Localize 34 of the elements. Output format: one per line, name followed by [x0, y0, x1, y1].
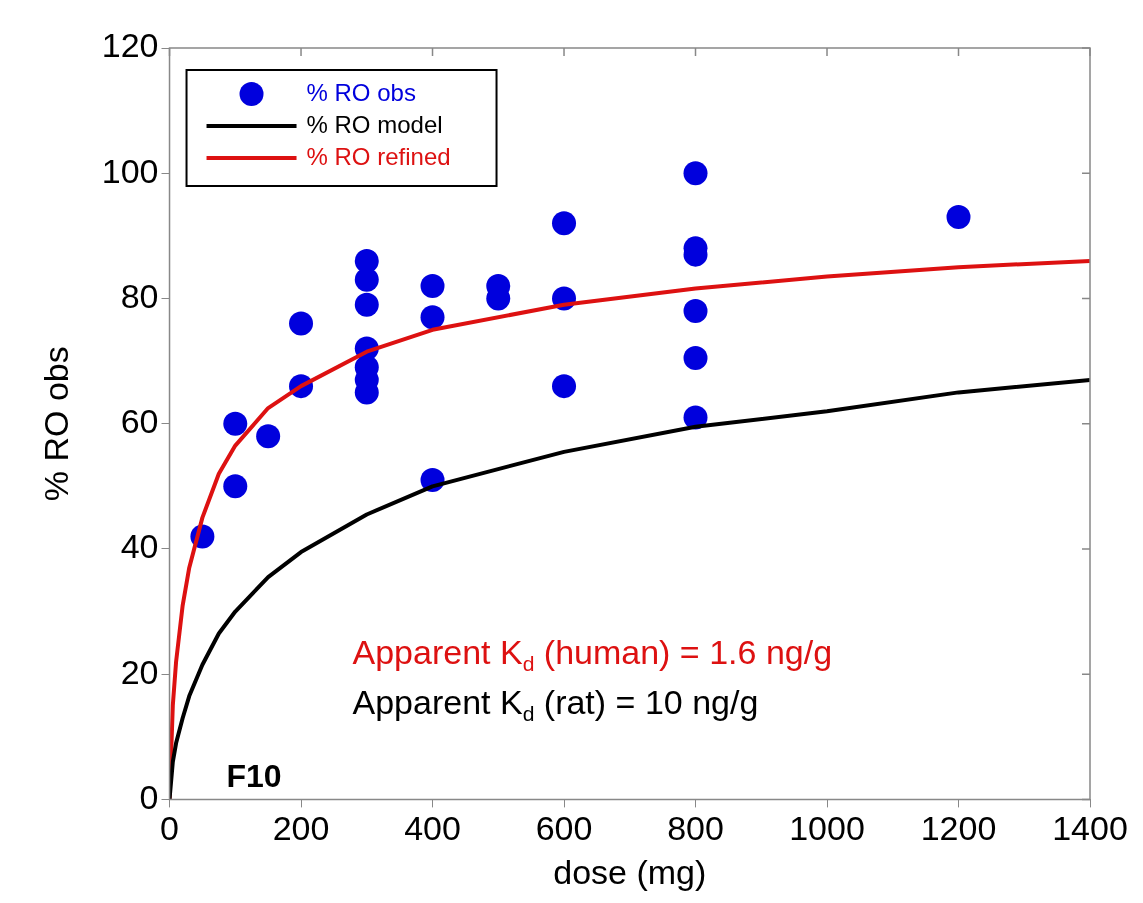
- legend-label: % RO refined: [306, 142, 451, 170]
- point: [552, 374, 577, 399]
- x-tick-label: 800: [667, 809, 724, 848]
- point: [946, 205, 971, 230]
- point: [683, 345, 708, 370]
- point: [256, 424, 281, 449]
- y-tick-label: 0: [139, 777, 159, 816]
- point: [683, 298, 708, 323]
- x-tick-label: 1200: [920, 809, 997, 848]
- point: [289, 311, 314, 336]
- point: [354, 267, 379, 292]
- annotation: F10: [226, 758, 282, 795]
- y-tick-label: 40: [120, 527, 159, 566]
- y-tick-label: 120: [101, 26, 159, 65]
- x-tick-label: 600: [535, 809, 593, 848]
- y-tick-label: 60: [120, 402, 159, 441]
- point: [420, 273, 445, 298]
- legend-label: % RO model: [306, 110, 443, 138]
- legend-label: % RO obs: [306, 78, 416, 106]
- point: [683, 161, 708, 186]
- point: [223, 411, 248, 436]
- y-axis-title: % RO obs: [36, 346, 75, 502]
- x-axis-title: dose (mg): [553, 852, 707, 891]
- point: [354, 292, 379, 317]
- y-tick-label: 80: [120, 276, 159, 315]
- x-tick-label: 200: [272, 809, 330, 848]
- point: [420, 305, 445, 330]
- point: [223, 474, 248, 499]
- x-tick-label: 1400: [1052, 809, 1128, 848]
- x-tick-label: 1000: [789, 809, 865, 848]
- y-tick-label: 20: [120, 652, 159, 691]
- y-tick-label: 100: [101, 151, 159, 190]
- point: [552, 211, 577, 236]
- x-tick-label: 400: [404, 809, 461, 848]
